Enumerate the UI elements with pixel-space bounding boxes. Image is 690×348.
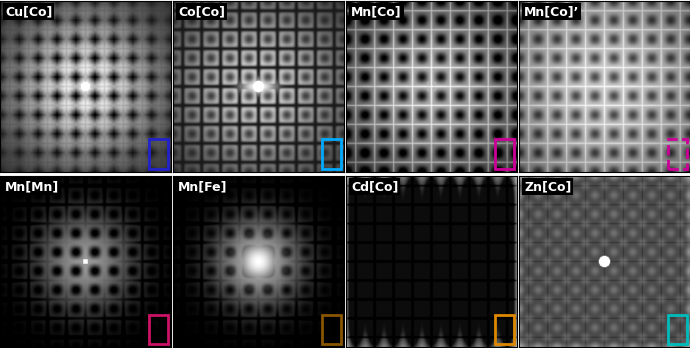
- Bar: [668, 315, 687, 345]
- Text: Mn[Co]’: Mn[Co]’: [524, 5, 580, 18]
- Text: Mn[Mn]: Mn[Mn]: [5, 180, 59, 193]
- Bar: [149, 140, 168, 169]
- Bar: [668, 140, 687, 169]
- Bar: [322, 315, 342, 345]
- Bar: [322, 140, 342, 169]
- Bar: [495, 140, 515, 169]
- Text: Zn[Co]: Zn[Co]: [524, 180, 571, 193]
- Text: Mn[Fe]: Mn[Fe]: [178, 180, 228, 193]
- Bar: [149, 315, 168, 345]
- Text: Cd[Co]: Cd[Co]: [351, 180, 399, 193]
- Text: Co[Co]: Co[Co]: [178, 5, 225, 18]
- Bar: [495, 315, 515, 345]
- Text: Cu[Co]: Cu[Co]: [5, 5, 52, 18]
- Text: Mn[Co]: Mn[Co]: [351, 5, 402, 18]
